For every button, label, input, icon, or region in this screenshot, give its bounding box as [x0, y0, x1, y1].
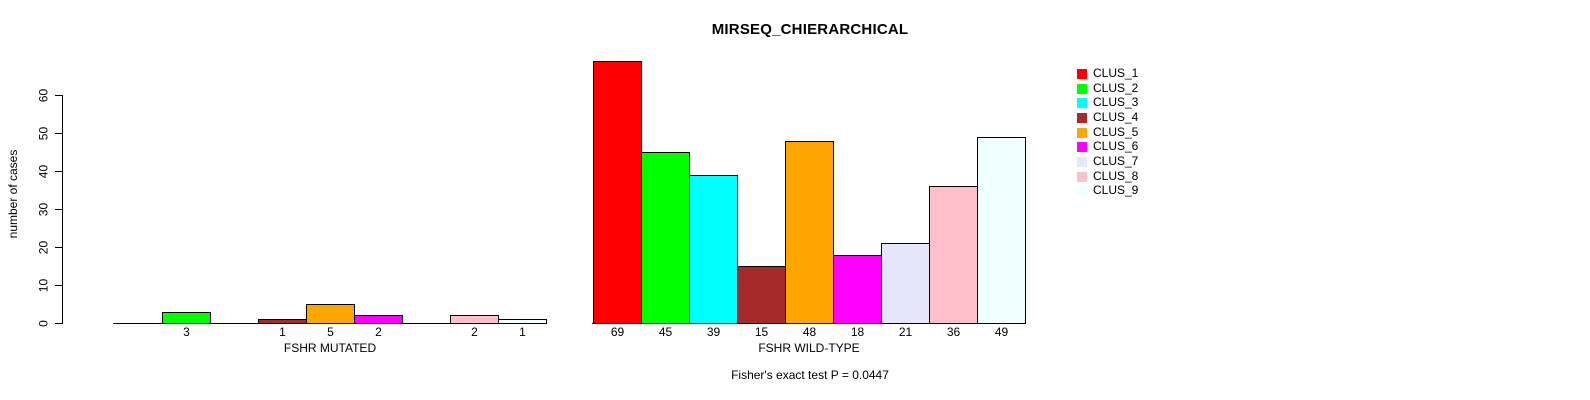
bar-value-label: 2	[471, 325, 478, 339]
y-tick-mark	[55, 209, 63, 210]
legend-label: CLUS_3	[1093, 95, 1139, 109]
bar-value-label: 3	[183, 325, 190, 339]
bar-clus_9	[977, 137, 1026, 324]
bar-clus_8	[450, 315, 499, 324]
y-tick-label: 10	[36, 278, 51, 293]
bar-value-label: 69	[610, 325, 625, 339]
legend-swatch	[1077, 83, 1087, 94]
y-tick-mark	[55, 171, 63, 172]
legend-label: CLUS_9	[1093, 183, 1139, 197]
legend-item: CLUS_7	[1077, 154, 1138, 169]
y-tick-label: 40	[36, 164, 51, 179]
legend-label: CLUS_7	[1093, 154, 1139, 168]
legend-swatch	[1077, 112, 1087, 123]
bar-clus_2	[162, 312, 211, 324]
x-group-label: FSHR WILD-TYPE	[758, 341, 860, 355]
bar-clus_5	[306, 304, 355, 324]
bar-value-label: 49	[994, 325, 1009, 339]
bar-clus_4	[737, 266, 786, 324]
legend-item: CLUS_6	[1077, 139, 1138, 154]
y-tick-label: 20	[36, 240, 51, 255]
y-tick-label: 60	[36, 88, 51, 103]
bar-value-label: 18	[850, 325, 865, 339]
legend-swatch	[1077, 171, 1087, 182]
bar-value-label: 21	[898, 325, 913, 339]
bar-clus_7	[881, 243, 930, 324]
bar-clus_2	[641, 152, 690, 324]
y-tick-label: 0	[36, 320, 51, 327]
y-tick-mark	[55, 95, 63, 96]
legend-label: CLUS_1	[1093, 66, 1139, 80]
legend-label: CLUS_6	[1093, 139, 1139, 153]
legend-label: CLUS_4	[1093, 110, 1139, 124]
legend-swatch	[1077, 97, 1087, 108]
y-tick-mark	[55, 247, 63, 248]
legend-item: CLUS_3	[1077, 95, 1138, 110]
bar-clus_6	[354, 315, 403, 324]
bar-value-label: 36	[946, 325, 961, 339]
legend-item: CLUS_2	[1077, 81, 1138, 96]
y-tick-mark	[55, 323, 63, 324]
x-group-label: FSHR MUTATED	[283, 341, 377, 355]
bar-value-label: 15	[754, 325, 769, 339]
legend-swatch	[1077, 141, 1087, 152]
y-tick-label: 30	[36, 202, 51, 217]
bar-clus_4	[258, 319, 307, 324]
bar-clus_1	[593, 61, 642, 324]
legend-label: CLUS_5	[1093, 125, 1139, 139]
bar-value-label: 5	[327, 325, 334, 339]
legend-swatch	[1077, 185, 1087, 196]
stats-caption: Fisher's exact test P = 0.0447	[731, 368, 889, 382]
legend-item: CLUS_4	[1077, 110, 1138, 125]
y-axis-label: number of cases	[6, 149, 20, 239]
bar-value-label: 48	[802, 325, 817, 339]
legend-item: CLUS_9	[1077, 183, 1138, 198]
bar-clus_3	[689, 175, 738, 324]
legend-item: CLUS_5	[1077, 125, 1138, 140]
legend-item: CLUS_1	[1077, 66, 1138, 81]
bar-clus_8	[929, 186, 978, 324]
legend-label: CLUS_2	[1093, 81, 1139, 95]
legend-swatch	[1077, 68, 1087, 79]
bar-value-label: 1	[279, 325, 286, 339]
legend-label: CLUS_8	[1093, 169, 1139, 183]
legend-swatch	[1077, 156, 1087, 167]
y-tick-mark	[55, 133, 63, 134]
y-tick-label: 50	[36, 126, 51, 141]
chart-title: MIRSEQ_CHIERARCHICAL	[711, 21, 909, 38]
bar-value-label: 45	[658, 325, 673, 339]
bar-clus_5	[785, 141, 834, 324]
bar-clus_9	[498, 319, 547, 324]
legend-item: CLUS_8	[1077, 169, 1138, 184]
bar-value-label: 1	[519, 325, 526, 339]
bar-clus_6	[833, 255, 882, 324]
y-tick-mark	[55, 285, 63, 286]
legend-swatch	[1077, 127, 1087, 138]
bar-value-label: 39	[706, 325, 721, 339]
bar-value-label: 2	[375, 325, 382, 339]
